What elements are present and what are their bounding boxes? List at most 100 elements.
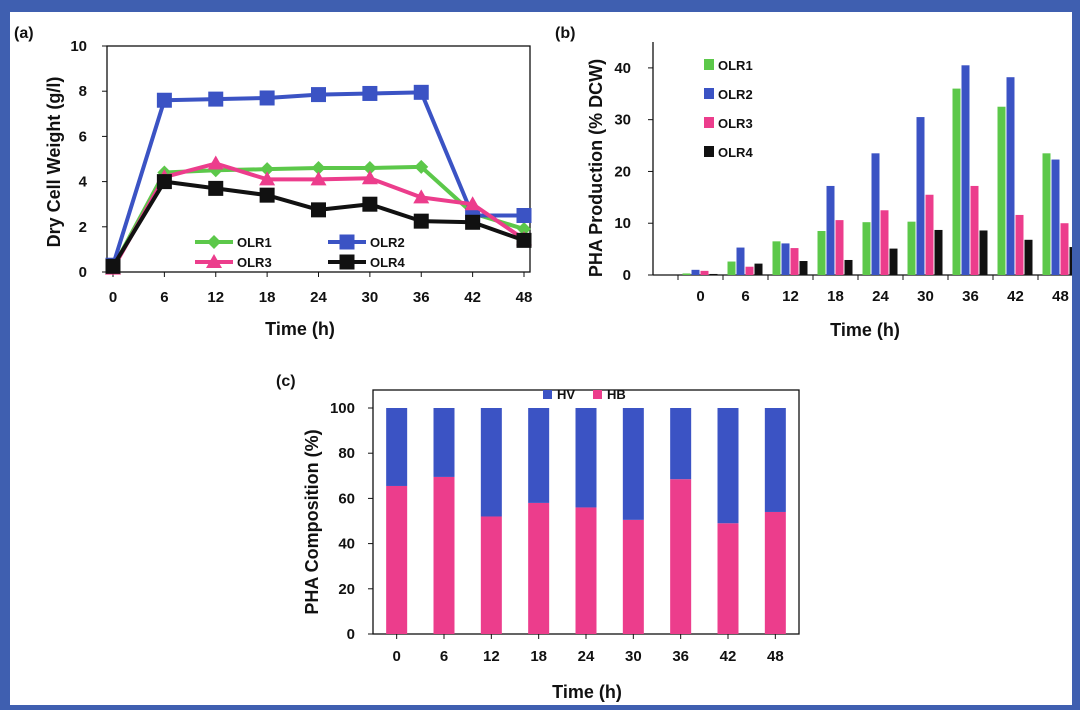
panel-c-x-tick-label: 48 [767,648,784,665]
bar-olr3 [835,220,844,275]
legend-label: OLR3 [237,255,272,270]
olr4-marker [208,180,224,196]
bar-olr2 [961,65,970,275]
olr4-marker [516,232,532,248]
bar-hb [717,523,739,634]
panel-a-y-ticks: 0 2 4 6 8 10 [70,38,107,281]
olr1-marker [207,235,221,249]
panel-a-y-title: Dry Cell Weight (g/l) [44,77,64,248]
panel-a-y-tick-label: 8 [79,83,87,100]
olr2-marker [362,85,378,101]
bar-olr2 [871,153,880,275]
legend-swatch [704,117,714,128]
bar-olr1 [727,261,736,275]
panel-b-x-tick-label: 42 [1007,288,1024,305]
panel-b-bars [682,65,1078,275]
bar-hb [528,502,550,634]
bar-olr3 [970,185,979,275]
legend-swatch [593,390,602,399]
bar-olr3 [1015,214,1024,275]
bar-olr2 [826,185,835,275]
bar-hb [764,511,786,634]
panel-a-legend: OLR1 OLR2 OLR3 OLR4 [195,234,405,270]
panel-c-bars [386,408,786,634]
panel-c-x-title: Time (h) [552,682,622,702]
olr2-marker [259,90,275,106]
panel-b-y-tick-label: 20 [614,163,631,180]
bar-olr4 [1024,239,1033,275]
bar-olr1 [682,273,691,275]
panel-c-x-tick-label: 12 [483,648,500,665]
bar-hb [386,485,408,634]
panel-a-x-tick-label: 24 [310,289,327,306]
panel-b-x-tick-label: 36 [962,288,979,305]
olr1-marker [517,222,531,237]
legend-label: OLR3 [718,116,753,131]
panel-b-x-tick-label: 12 [782,288,799,305]
panel-b-label: (b) [555,25,575,42]
panel-a-y-tick-label: 6 [79,128,87,145]
bar-hb [575,507,597,634]
panel-b-y-tick-label: 0 [623,267,631,284]
legend-item-olr2: OLR2 [328,234,405,250]
panel-a-x-tick-label: 18 [259,289,276,306]
panel-c-y-tick-label: 0 [347,626,355,643]
panel-c-x-ticks: 0 6 12 18 24 30 36 42 48 [392,634,784,665]
panel-a-x-tick-label: 0 [109,289,117,306]
bar-olr1 [772,241,781,275]
olr1-marker [362,161,377,176]
bar-hv [433,408,455,477]
bar-olr4 [844,259,853,275]
panel-a-line-chart: (a) Time (h) Dry Cell Weight (g/l) 02468… [14,25,532,339]
olr1-marker [414,159,429,174]
olr3-marker [310,171,327,186]
panel-b-y-tick-label: 10 [614,215,631,232]
panel-a-x-tick-label: 42 [464,289,481,306]
legend-label: OLR1 [237,235,272,250]
panel-b-x-tick-label: 30 [917,288,934,305]
panel-c-x-tick-label: 24 [578,648,595,665]
panel-c-y-title: PHA Composition (%) [302,429,322,614]
panel-c-x-tick-label: 42 [720,648,737,665]
bar-olr1 [1042,153,1051,275]
bar-hb [670,479,692,634]
bar-olr2 [1051,159,1060,275]
panel-b-y-ticks: 0 10 20 30 40 [614,60,653,284]
panel-b-x-tick-label: 48 [1052,288,1069,305]
bar-hb [622,519,644,634]
panel-c-label: (c) [276,373,296,390]
panel-a-y-tick-label: 10 [70,38,87,55]
olr2-marker [516,208,532,223]
panel-a-y-tick-label: 4 [79,174,88,191]
olr3-marker [464,196,481,211]
panel-b-x-tick-label: 24 [872,288,889,305]
legend-label: OLR2 [370,235,405,250]
olr3-marker [259,171,276,186]
bar-olr1 [997,106,1006,275]
panel-a-x-tick-label: 36 [413,289,430,306]
legend-swatch [704,88,714,99]
bar-olr1 [817,230,826,275]
panel-a-y-tick-label: 2 [79,219,87,236]
olr2-marker [208,91,224,107]
panel-c-x-tick-label: 6 [440,648,448,665]
olr1-marker [311,161,326,176]
olr3-marker [206,254,222,268]
olr1-marker [260,162,275,177]
olr4-marker [339,254,355,270]
bar-olr4 [889,248,898,275]
panel-b-bar-chart: (b) Time (h) PHA Production (% DCW) 0 10 2… [555,25,1078,340]
panel-a-label: (a) [14,25,34,42]
olr2-marker [311,87,326,103]
olr4-marker [413,213,429,229]
figure-canvas: (a) Time (h) Dry Cell Weight (g/l) 02468… [14,25,1078,702]
olr4-marker [362,196,378,212]
panel-a-series [105,84,532,275]
bar-hv [622,408,644,520]
olr4-marker [105,258,121,274]
bar-olr4 [754,263,763,275]
legend-swatch [704,146,714,157]
legend-label: OLR2 [718,87,753,102]
bar-olr2 [781,243,790,275]
